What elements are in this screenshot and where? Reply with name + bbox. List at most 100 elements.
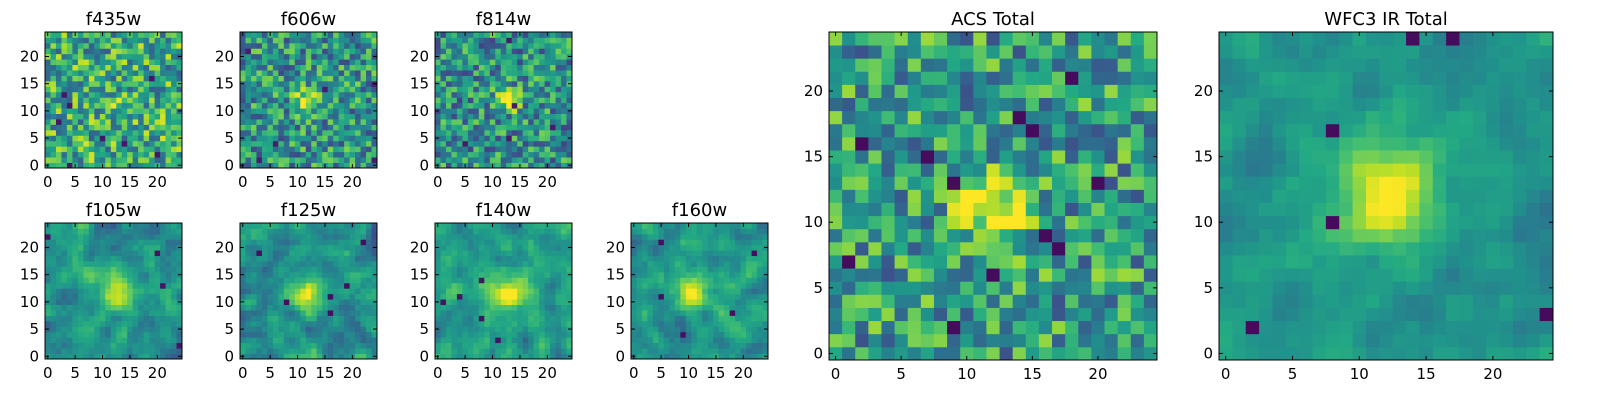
heatmap-cell [511, 348, 518, 354]
heatmap-cell [528, 326, 535, 333]
heatmap-cell [528, 315, 535, 322]
heatmap-cell [105, 299, 112, 305]
heatmap-cell [881, 163, 895, 177]
heatmap-cell [440, 288, 447, 295]
heatmap-cell [478, 151, 485, 158]
heatmap-cell [674, 326, 681, 333]
heatmap-cell [467, 64, 474, 71]
heatmap-cell [99, 250, 106, 257]
heatmap-cell [272, 239, 279, 246]
heatmap-cell [517, 271, 524, 278]
heatmap-cell [66, 271, 73, 278]
heatmap-cell [517, 310, 524, 316]
heatmap-cell [77, 75, 84, 82]
heatmap-cell [539, 271, 545, 278]
heatmap-cell [61, 261, 68, 267]
heatmap-cell [355, 162, 361, 169]
heatmap-cell [349, 42, 356, 49]
heatmap-cell [160, 86, 166, 93]
heatmap-cell [757, 288, 763, 295]
heatmap-cell [322, 37, 329, 44]
heatmap-cell [473, 32, 480, 38]
heatmap-cell [272, 48, 279, 55]
heatmap-cell [61, 266, 68, 273]
heatmap-cell [1130, 320, 1145, 335]
heatmap-cell [533, 37, 540, 44]
heatmap-cell [522, 228, 529, 235]
heatmap-cell [316, 80, 323, 87]
heatmap-cell [77, 304, 84, 311]
heatmap-cell [149, 42, 155, 49]
heatmap-cell [171, 70, 177, 76]
heatmap-cell [533, 53, 540, 60]
heatmap-cell [283, 348, 290, 354]
heatmap-cell [484, 124, 491, 131]
heatmap-cell [149, 282, 155, 289]
heatmap-cell [349, 293, 356, 300]
heatmap-cell [300, 255, 307, 262]
heatmap-cell [495, 97, 502, 104]
heatmap-cell [94, 304, 101, 311]
heatmap-cell [746, 223, 752, 229]
heatmap-cell [138, 261, 145, 267]
heatmap-cell [154, 271, 161, 278]
heatmap-cell [729, 233, 736, 240]
heatmap-cell [165, 337, 172, 344]
heatmap-cell [278, 157, 285, 163]
heatmap-cell [674, 233, 681, 240]
heatmap-cell [311, 53, 318, 60]
heatmap-cell [658, 255, 665, 262]
heatmap-cell [691, 244, 698, 251]
heatmap-cell [647, 282, 654, 289]
heatmap-cell [478, 91, 485, 98]
heatmap-cell [300, 293, 307, 300]
heatmap-cell [316, 261, 323, 267]
heatmap-cell [61, 315, 68, 322]
heatmap-cell [344, 91, 350, 98]
heatmap-cell [294, 244, 301, 251]
heatmap-cell [99, 119, 106, 125]
heatmap-cell [272, 162, 279, 169]
heatmap-cell [294, 91, 301, 98]
heatmap-cell [440, 75, 447, 82]
heatmap-cell [973, 163, 987, 177]
heatmap-cell [240, 282, 246, 289]
heatmap-cell [127, 48, 134, 55]
heatmap-cell [99, 86, 106, 93]
heatmap-cell [116, 293, 123, 300]
heatmap-cell [550, 86, 556, 93]
heatmap-cell [544, 348, 551, 354]
heatmap-cell [50, 37, 57, 44]
heatmap-cell [636, 233, 643, 240]
heatmap-cell [105, 261, 112, 267]
heatmap-cell [132, 102, 139, 109]
heatmap-cell [1078, 346, 1092, 361]
heatmap-cell [61, 70, 68, 76]
heatmap-cell [500, 48, 507, 55]
heatmap-cell [240, 233, 246, 240]
heatmap-cell [121, 64, 128, 71]
heatmap-cell [272, 282, 279, 289]
heatmap-cell [986, 255, 1000, 269]
heatmap-cell [1052, 281, 1066, 295]
heatmap-cell [338, 53, 345, 60]
heatmap-cell [550, 331, 556, 338]
heatmap-cell [478, 271, 485, 278]
heatmap-cell [691, 255, 698, 262]
heatmap-cell [960, 307, 974, 322]
heatmap-cell [94, 239, 101, 246]
heatmap-cell [522, 320, 529, 327]
heatmap-cell [467, 337, 474, 344]
heatmap-cell [278, 37, 285, 44]
heatmap-cell [316, 348, 323, 354]
heatmap-cell [555, 42, 562, 49]
heatmap-cell [305, 348, 312, 354]
heatmap-cell [294, 124, 301, 131]
heatmap-cell [713, 277, 720, 284]
heatmap-cell [171, 320, 177, 327]
heatmap-cell [165, 223, 172, 229]
heatmap-cell [149, 48, 155, 55]
heatmap-cell [116, 282, 123, 289]
heatmap-cell [300, 32, 307, 38]
